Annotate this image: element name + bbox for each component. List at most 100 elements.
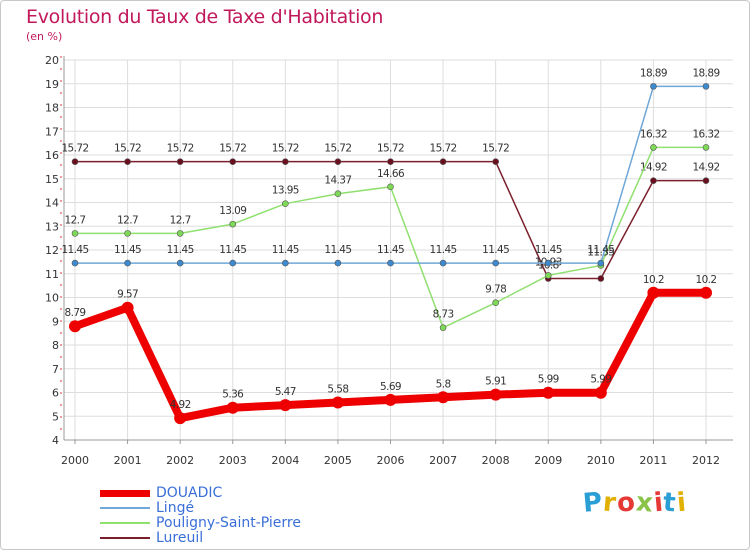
x-tick-label-2006: 2006 (377, 454, 405, 467)
legend-label-lureuil: Lureuil (156, 530, 204, 546)
data-point-ling--2008 (492, 259, 499, 267)
data-label-douadic-2005: 5.58 (327, 383, 348, 395)
data-point-douadic-2000 (69, 320, 81, 333)
data-label-douadic-2000: 8.79 (65, 307, 86, 319)
data-label-douadic-2009: 5.99 (538, 374, 559, 386)
data-label-lureuil-2008: 15.72 (482, 143, 509, 155)
y-tick-label-16: 16 (45, 149, 59, 162)
data-point-lureuil-2004 (282, 158, 289, 165)
data-point-lureuil-2010 (597, 275, 605, 282)
data-label-pouligny-saint-pierre-2003: 13.09 (219, 205, 246, 217)
data-label-ling--2010: 11.45 (587, 244, 614, 256)
data-point-douadic-2007 (437, 391, 450, 404)
y-tick-label-10: 10 (45, 292, 59, 305)
data-point-pouligny-saint-pierre-2003 (229, 220, 237, 228)
data-label-ling--2001: 11.45 (114, 244, 141, 256)
x-tick-label-2002: 2002 (166, 454, 194, 467)
data-label-ling--2005: 11.45 (324, 244, 351, 256)
data-label-ling--2006: 11.45 (377, 244, 404, 256)
legend-swatch-douadic (100, 489, 150, 497)
data-label-ling--2000: 11.45 (61, 244, 88, 256)
y-tick-label-14: 14 (45, 197, 59, 210)
data-point-lureuil-2001 (124, 158, 131, 165)
data-point-lureuil-2005 (334, 158, 342, 165)
data-label-lureuil-2002: 15.72 (167, 143, 194, 155)
x-tick-label-2012: 2012 (692, 454, 720, 467)
data-label-douadic-2002: 4.92 (170, 399, 191, 411)
data-label-douadic-2010: 5.99 (590, 374, 611, 386)
data-point-ling--2007 (439, 259, 447, 267)
x-tick-label-2005: 2005 (324, 454, 352, 467)
data-point-ling--2010 (597, 259, 605, 267)
data-point-douadic-2008 (489, 388, 502, 401)
data-point-pouligny-saint-pierre-2011 (650, 144, 657, 151)
x-tick-label-2007: 2007 (429, 454, 457, 467)
y-tick-label-17: 17 (45, 125, 59, 138)
data-label-douadic-2011: 10.2 (643, 274, 664, 286)
data-point-ling--2002 (176, 259, 184, 267)
data-label-douadic-2012: 10.2 (696, 274, 717, 286)
legend-swatch-ling- (100, 507, 150, 509)
data-label-lureuil-2000: 15.72 (61, 143, 88, 155)
data-point-ling--2001 (124, 259, 131, 267)
data-point-ling--2011 (650, 83, 657, 90)
data-label-douadic-2006: 5.69 (380, 381, 401, 393)
data-point-pouligny-saint-pierre-2012 (702, 144, 710, 151)
x-tick-label-2008: 2008 (482, 454, 510, 467)
data-point-lureuil-2002 (176, 158, 184, 165)
data-point-douadic-2004 (279, 399, 292, 412)
data-point-douadic-2003 (226, 401, 239, 414)
data-label-pouligny-saint-pierre-2008: 9.78 (485, 284, 506, 296)
data-point-douadic-2011 (647, 286, 660, 299)
y-tick-label-12: 12 (45, 244, 59, 257)
logo-letter: i (675, 487, 689, 519)
y-tick-label-18: 18 (45, 102, 59, 115)
data-label-ling--2009: 11.45 (535, 244, 562, 256)
data-point-lureuil-2008 (492, 158, 499, 165)
data-label-douadic-2004: 5.47 (275, 386, 296, 398)
data-point-ling--2005 (334, 259, 342, 267)
x-tick-label-2004: 2004 (271, 454, 299, 467)
x-tick-label-2003: 2003 (219, 454, 247, 467)
data-label-ling--2007: 11.45 (430, 244, 457, 256)
data-label-pouligny-saint-pierre-2011: 16.32 (640, 128, 667, 140)
y-tick-label-13: 13 (45, 220, 59, 233)
data-label-douadic-2003: 5.36 (222, 389, 244, 401)
data-label-ling--2008: 11.45 (482, 244, 509, 256)
x-tick-label-2011: 2011 (639, 454, 667, 467)
legend-label-ling-: Lingé (156, 500, 195, 516)
data-label-lureuil-2006: 15.72 (377, 143, 404, 155)
data-label-pouligny-saint-pierre-2010: 11.35 (587, 246, 614, 258)
data-point-douadic-2001 (121, 301, 134, 314)
data-label-lureuil-2007: 15.72 (430, 143, 457, 155)
chart-title: Evolution du Taux de Taxe d'Habitation (26, 6, 384, 28)
data-point-pouligny-saint-pierre-2005 (334, 190, 342, 198)
data-point-ling--2003 (229, 259, 237, 267)
data-label-ling--2004: 11.45 (272, 244, 299, 256)
data-point-lureuil-2006 (387, 158, 394, 165)
data-label-ling--2011: 18.89 (640, 67, 667, 79)
data-point-lureuil-2000 (71, 158, 79, 165)
x-tick-label-2010: 2010 (587, 454, 615, 467)
legend-swatch-lureuil (100, 537, 150, 539)
data-point-ling--2012 (702, 83, 710, 90)
data-label-pouligny-saint-pierre-2006: 14.66 (377, 168, 405, 180)
data-label-douadic-2001: 9.57 (117, 289, 138, 301)
data-label-pouligny-saint-pierre-2007: 8.73 (433, 309, 454, 321)
data-point-douadic-2006 (384, 393, 397, 406)
data-point-ling--2000 (71, 259, 79, 267)
data-point-douadic-2002 (174, 412, 187, 425)
y-tick-label-4: 4 (52, 434, 59, 447)
data-label-lureuil-2005: 15.72 (324, 143, 351, 155)
data-point-douadic-2012 (700, 286, 712, 299)
data-point-douadic-2010 (594, 386, 607, 399)
data-label-ling--2012: 18.89 (692, 67, 719, 79)
y-tick-label-7: 7 (52, 363, 59, 376)
proxiti-logo: Proxiti (582, 487, 689, 519)
y-tick-label-5: 5 (52, 410, 59, 423)
y-tick-label-15: 15 (45, 173, 59, 186)
data-label-lureuil-2011: 14.92 (640, 162, 667, 174)
data-point-lureuil-2011 (650, 177, 657, 184)
data-point-ling--2004 (282, 259, 289, 267)
data-point-douadic-2009 (542, 386, 555, 399)
